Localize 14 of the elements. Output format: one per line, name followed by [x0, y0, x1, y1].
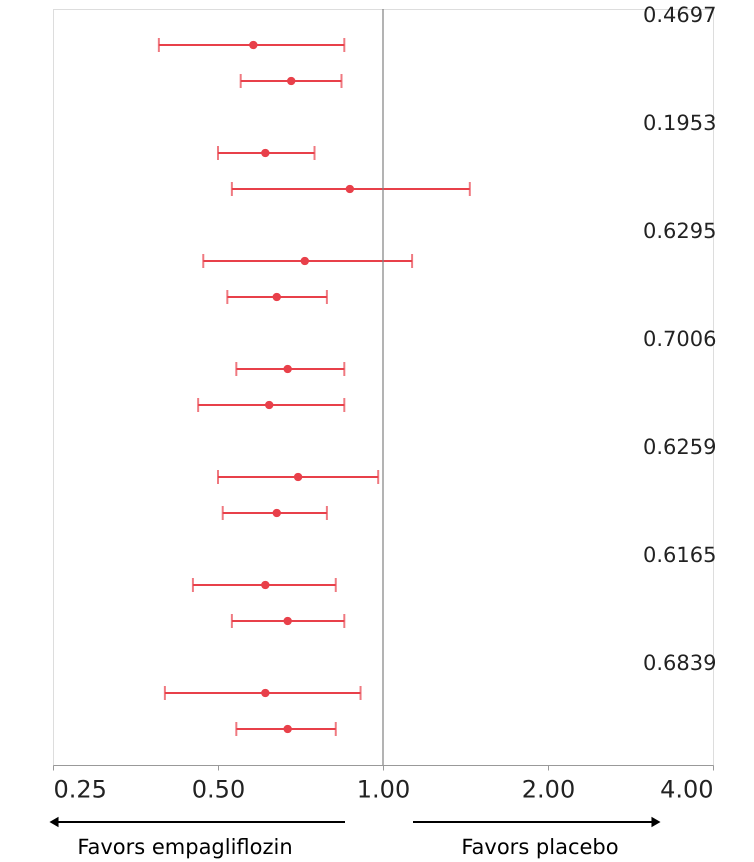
annotation: 0.6165 — [643, 543, 716, 568]
x-tick-label: 1.00 — [356, 776, 410, 804]
annotation: 0.1953 — [643, 111, 716, 136]
x-tick-label: 2.00 — [522, 776, 576, 804]
annotation: 0.6839 — [643, 651, 716, 676]
annotation: 0.4697 — [643, 3, 716, 28]
x-tick-label: 4.00 — [660, 776, 714, 804]
annotation: 0.6259 — [643, 435, 716, 460]
annotation: 0.6295 — [643, 219, 716, 244]
x-tick-label: 0.25 — [54, 776, 107, 804]
annotation: 0.7006 — [643, 327, 716, 352]
text: Favors placebo — [461, 835, 619, 859]
text: Favors empagliflozin — [77, 835, 293, 859]
x-tick-label: 0.50 — [192, 776, 246, 804]
